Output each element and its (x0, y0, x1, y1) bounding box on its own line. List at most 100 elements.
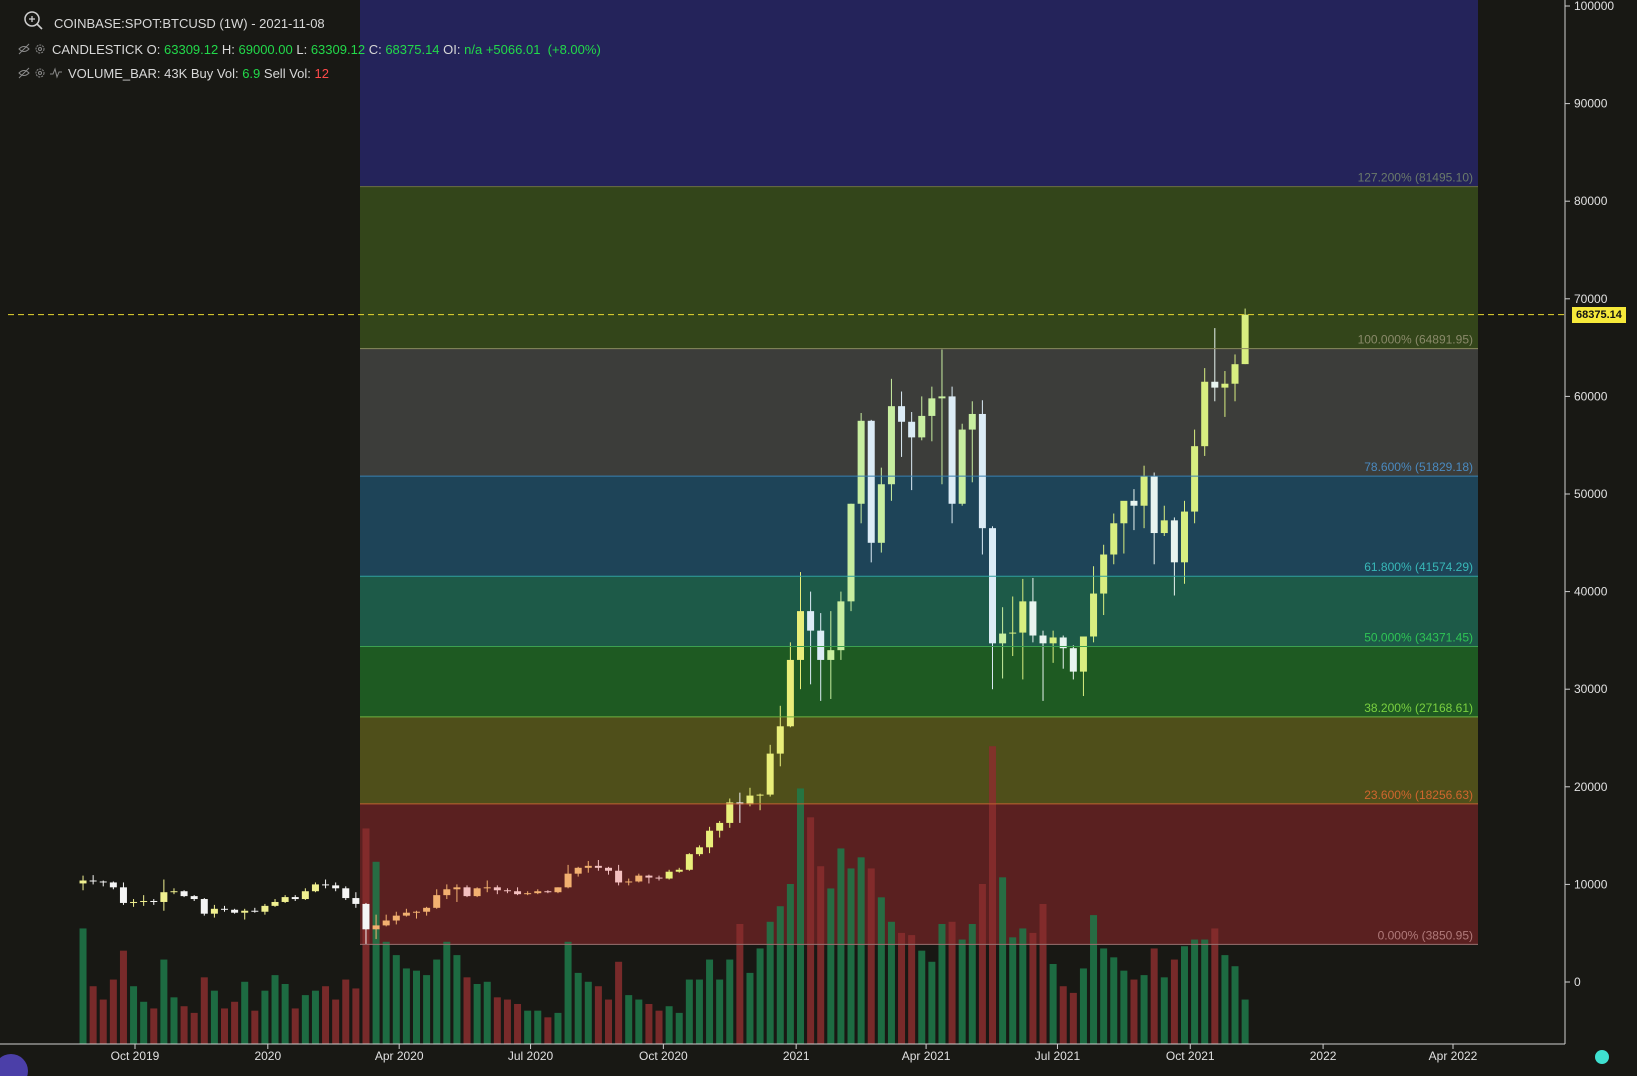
y-tick-label: 40000 (1574, 585, 1608, 599)
candle-body (1231, 364, 1239, 384)
fib-level-label: 78.600% (51829.18) (1364, 460, 1473, 474)
candle-body (898, 406, 906, 422)
candle-body (786, 659, 794, 727)
candle-body (352, 898, 360, 904)
candle-body (988, 528, 996, 644)
candle-body (1120, 500, 1128, 524)
candle-body (271, 901, 279, 906)
fib-level-label: 100.000% (64891.95) (1358, 333, 1473, 347)
candle-body (1221, 383, 1229, 388)
volume-bar (695, 979, 703, 1044)
candle-body (1130, 500, 1138, 506)
volume-bar (301, 995, 309, 1044)
volume-series-name: VOLUME_BAR: (68, 66, 161, 81)
candle-body (796, 611, 804, 660)
candle-body (221, 908, 229, 910)
oi-label: OI: (443, 42, 461, 57)
candle-body (372, 925, 380, 930)
volume-bar (978, 884, 986, 1044)
x-tick-label: Jul 2021 (1035, 1049, 1081, 1063)
last-price-tag: 68375.14 (1572, 307, 1626, 323)
chart-menu-button[interactable] (0, 1054, 28, 1076)
candle-body (130, 901, 138, 903)
volume-bar (1049, 964, 1057, 1044)
volume-bar (1029, 932, 1037, 1044)
volume-bar (463, 977, 471, 1044)
x-tick-label: Jul 2020 (508, 1049, 554, 1063)
y-tick-label: 90000 (1574, 97, 1608, 111)
volume-bar (938, 924, 946, 1044)
status-dot[interactable] (1595, 1050, 1609, 1064)
volume-bar (1221, 955, 1229, 1044)
volume-bar (89, 986, 97, 1044)
volume-bar (756, 948, 764, 1044)
zoom-icon[interactable] (22, 9, 44, 31)
volume-bar (453, 955, 461, 1044)
candle-body (918, 415, 926, 438)
volume-bar (716, 979, 724, 1044)
volume-bar (1140, 975, 1148, 1044)
volume-bar (1241, 999, 1249, 1044)
volume-bar (271, 975, 279, 1044)
volume-bar (322, 986, 330, 1044)
sell-vol-value: 12 (314, 66, 329, 81)
candle-body (574, 867, 582, 874)
candle-body (241, 910, 249, 913)
volume-bar (1120, 970, 1128, 1044)
volume-bar (200, 977, 208, 1044)
volume-bar (604, 999, 612, 1044)
volume-bar (1090, 915, 1098, 1044)
volume-bar (1201, 939, 1209, 1044)
gear-icon[interactable] (34, 43, 46, 55)
volume-bar (1180, 946, 1188, 1044)
eye-off-icon[interactable] (18, 67, 30, 79)
candle-body (594, 865, 602, 868)
candle-body (746, 795, 754, 805)
candle-body (1019, 601, 1027, 633)
candle-body (665, 871, 673, 879)
eye-off-icon[interactable] (18, 43, 30, 55)
candle-body (140, 900, 148, 902)
candle-body (615, 870, 623, 883)
volume-bar (675, 1012, 683, 1044)
candle-body (1009, 632, 1017, 634)
candle-body (1079, 636, 1087, 672)
candle-body (978, 413, 986, 529)
volume-bar (372, 861, 380, 1044)
fib-zone (360, 716, 1478, 804)
volume-bar (503, 999, 511, 1044)
volume-bar (594, 986, 602, 1044)
volume-bar (999, 877, 1007, 1044)
volume-bar (150, 1008, 158, 1044)
volume-bar (534, 1010, 542, 1044)
pulse-icon (50, 67, 62, 79)
volume-bar (210, 990, 218, 1044)
candle-body (817, 630, 825, 660)
volume-bar (1170, 959, 1178, 1044)
volume-bar (948, 921, 956, 1044)
volume-bar (109, 979, 117, 1044)
volume-bar (867, 868, 875, 1044)
volume-bar (524, 1010, 532, 1044)
close-label: C: (368, 42, 382, 57)
candle-body (1110, 523, 1118, 555)
fib-retracement[interactable] (360, 0, 1478, 945)
candle-body (423, 907, 431, 912)
candle-body (342, 888, 350, 899)
volume-bar (928, 961, 936, 1044)
volume-bar (544, 1017, 552, 1044)
candle-body (766, 753, 774, 795)
low-value: 63309.12 (310, 42, 366, 57)
volume-bar (726, 959, 734, 1044)
candle-body (685, 854, 693, 870)
candle-body (1180, 511, 1188, 563)
candle-body (1039, 635, 1047, 644)
candle-body (382, 920, 390, 926)
volume-bar (342, 979, 350, 1044)
candle-body (281, 897, 289, 902)
gear-icon[interactable] (34, 67, 46, 79)
volume-bar (1059, 986, 1067, 1044)
chart-title: COINBASE:SPOT:BTCUSD (1W) - 2021-11-08 (54, 16, 325, 31)
candle-body (433, 895, 441, 908)
